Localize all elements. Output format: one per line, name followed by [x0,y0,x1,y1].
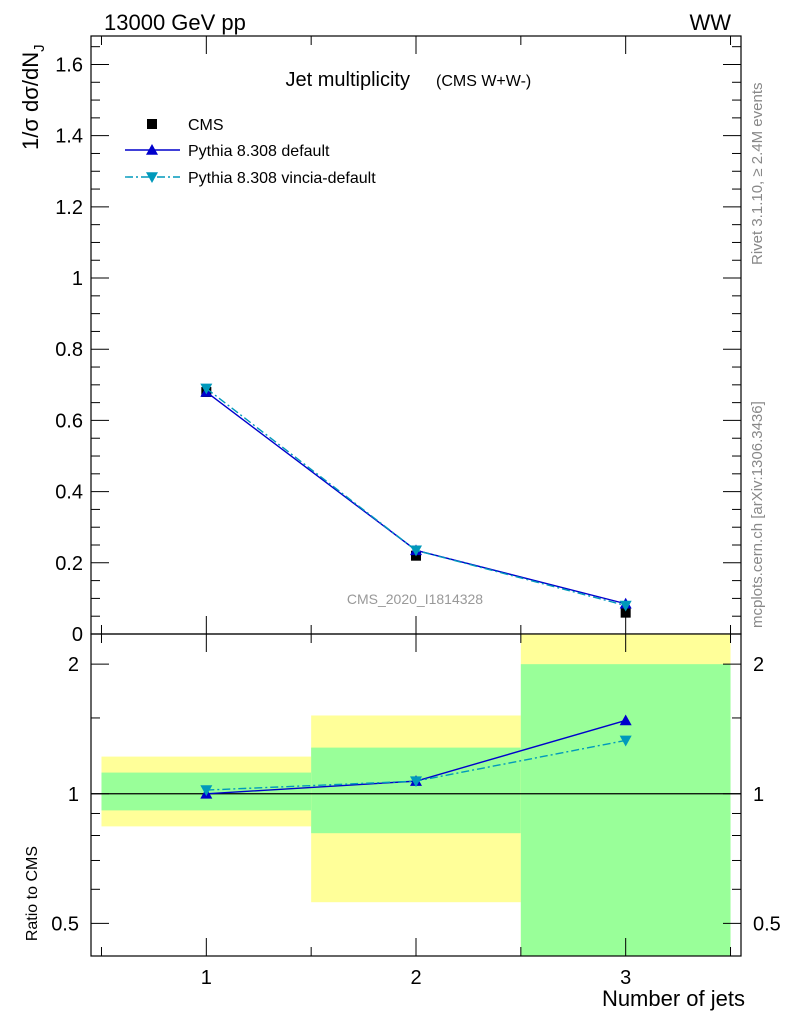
ratio-y-tick-label-right: 2 [753,654,764,676]
y-axis-label-text: 1/σ dσ/dNJ [18,44,48,150]
y-tick-label: 0.2 [55,553,83,575]
legend-marker [146,144,158,155]
x-tick-label: 1 [201,967,212,989]
ratio-y-tick-label: 0.5 [51,913,79,935]
ratio-data-point [619,714,632,726]
y-tick-label: 0.8 [55,339,83,361]
y-tick-label: 0.4 [55,482,83,504]
ratio-band-green [311,747,521,834]
x-tick-label: 2 [410,967,421,989]
x-tick-label: 3 [620,967,631,989]
ratio-series-1 [200,735,632,797]
rivet-label: Rivet 3.1.10, ≥ 2.4M events [749,83,766,266]
ratio-data-point [619,735,632,747]
mcplots-label: mcplots.cern.ch [arXiv:1306.3436] [749,401,766,628]
series-1 [200,385,632,609]
series-0 [201,386,631,618]
legend-marker [146,172,158,183]
legend-label: Pythia 8.308 vincia-default [188,170,376,187]
y-tick-label: 1 [72,268,83,290]
data-point [200,383,213,395]
ratio-y-tick-label: 1 [68,784,79,806]
chart-subtitle: (CMS W+W-) [436,73,531,90]
legend-marker [147,119,157,129]
legend-label: CMS [188,117,224,134]
data-point [619,600,632,612]
legend: CMS Pythia 8.308 default Pythia 8.308 vinc… [125,117,376,187]
ratio-panel: 0.5 0.5 1 1 2 2 1 2 3 Ratio to CMS Number of jet… [24,633,781,1011]
data-point [620,607,631,618]
ratio-y-label: Ratio to CMS [24,846,41,941]
ratio-y-tick-label-right: 0.5 [753,913,781,935]
ratio-band-green [520,664,731,956]
y-tick-label: 1.6 [55,54,83,76]
chart-title: Jet multiplicity [286,69,410,91]
ratio-frame [90,633,742,957]
y-axis-label: 1/σ dσ/dNJ [18,44,48,150]
ratio-y-tick-label: 2 [68,654,79,676]
ratio-data-point [410,776,422,788]
process-label: WW [689,10,731,35]
y-tick-label: 1.4 [55,126,83,148]
ratio-y-tick-label-right: 1 [753,784,764,806]
ratio-data-point [200,785,213,797]
main-panel: 0 0.2 0.4 0.6 0.8 1 1.2 1.4 1.6 Jet multiplicity… [18,35,742,646]
y-tick-label: 1.2 [55,197,83,219]
x-axis-label: Number of jets [602,986,745,1011]
series-2 [200,383,632,612]
series-line [205,391,626,605]
series-line [205,387,626,607]
y-tick-label: 0.6 [55,410,83,432]
y-tick-label: 0 [72,624,83,646]
energy-label: 13000 GeV pp [104,10,246,35]
legend-label: Pythia 8.308 default [188,143,330,160]
analysis-id: CMS_2020_I1814328 [347,591,483,607]
data-point [410,545,422,557]
